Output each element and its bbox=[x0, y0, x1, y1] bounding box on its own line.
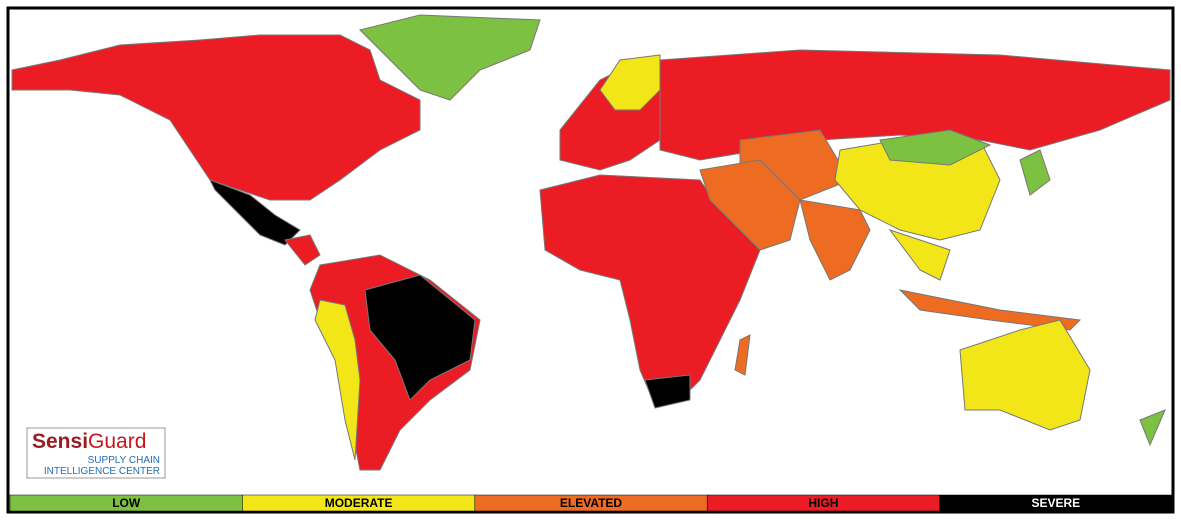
southeast-asia bbox=[888, 229, 951, 281]
legend-label: LOW bbox=[112, 496, 141, 510]
middle-east bbox=[699, 159, 801, 251]
logo-line: SUPPLY CHAIN bbox=[88, 455, 160, 466]
india bbox=[799, 199, 871, 281]
new-zealand bbox=[1139, 409, 1166, 447]
legend-label: MODERATE bbox=[325, 496, 393, 510]
legend-label: HIGH bbox=[808, 496, 838, 510]
logo: SensiGuard SUPPLY CHAIN INTELLIGENCE CEN… bbox=[26, 427, 166, 479]
logo-line: INTELLIGENCE CENTER bbox=[44, 466, 160, 477]
logo-box bbox=[26, 427, 166, 479]
south-africa bbox=[644, 374, 691, 409]
mexico bbox=[208, 179, 301, 246]
mongolia bbox=[879, 129, 992, 166]
legend-swatch bbox=[939, 494, 1173, 512]
australia bbox=[959, 319, 1091, 431]
legend: LOW MODERATE ELEVATED HIGH SEVERE bbox=[9, 494, 1173, 512]
north-america bbox=[11, 34, 421, 201]
brazil bbox=[364, 274, 476, 401]
japan bbox=[1019, 149, 1051, 196]
legend-label: ELEVATED bbox=[560, 496, 623, 510]
greenland bbox=[359, 14, 541, 101]
madagascar bbox=[734, 334, 751, 376]
brand: Guard bbox=[88, 430, 146, 453]
legend-label: SEVERE bbox=[1031, 496, 1080, 510]
brand-bold: Sensi bbox=[32, 430, 88, 453]
central-america bbox=[284, 234, 321, 266]
map bbox=[11, 14, 1171, 471]
peru-chile bbox=[314, 299, 361, 461]
logo-brand: SensiGuard bbox=[32, 430, 146, 453]
indonesia bbox=[898, 289, 1082, 331]
russia bbox=[659, 49, 1171, 161]
